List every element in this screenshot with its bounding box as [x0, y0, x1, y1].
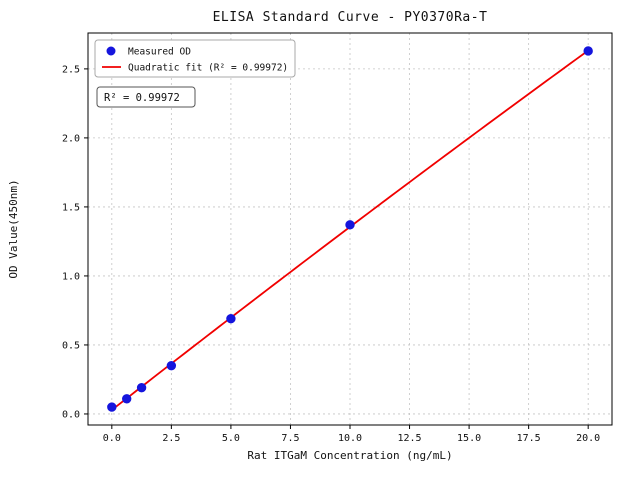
x-tick-label: 12.5: [397, 433, 421, 444]
r-squared-annotation-box: [96, 86, 196, 108]
y-tick-label: 2.5: [62, 64, 80, 75]
y-tick-label: 1.0: [62, 271, 80, 282]
data-point: [107, 402, 117, 412]
chart-title: ELISA Standard Curve - PY0370Ra-T: [213, 10, 488, 25]
x-tick-label: 17.5: [517, 433, 541, 444]
y-tick-label: 1.5: [62, 202, 80, 213]
data-point: [122, 394, 132, 404]
data-point: [136, 383, 147, 393]
legend-marker-dot-icon: [106, 46, 116, 56]
y-tick-labels: 0.0 0.5 1.0 1.5 2.0 2.5: [62, 64, 88, 420]
r-squared-annotation: R² = 0.99972: [96, 86, 196, 108]
legend: Measured OD Quadratic fit (R² = 0.99972): [94, 39, 296, 78]
x-tick-label: 5.0: [222, 433, 240, 444]
y-tick-label: 0.5: [62, 340, 80, 351]
x-tick-label: 15.0: [457, 433, 481, 444]
x-tick-label: 10.0: [338, 433, 362, 444]
x-tick-label: 0.0: [103, 433, 121, 444]
y-tick-label: 2.0: [62, 133, 80, 144]
x-tick-label: 20.0: [576, 433, 600, 444]
x-tick-label: 7.5: [281, 433, 299, 444]
data-point: [345, 220, 355, 230]
y-axis-label: OD Value(450nm): [7, 179, 20, 278]
measured-od-points: [107, 46, 593, 412]
x-axis-label: Rat ITGaM Concentration (ng/mL): [247, 449, 452, 462]
x-tick-labels: 0.0 2.5 5.0 7.5 10.0 12.5 15.0 17.5 20.0: [103, 425, 600, 444]
legend-box: [94, 39, 296, 78]
legend-label-measured-od: Measured OD: [128, 47, 191, 58]
data-point: [226, 314, 236, 324]
data-point: [166, 360, 177, 371]
y-tick-label: 0.0: [62, 409, 80, 420]
r-squared-annotation-text: R² = 0.99972: [104, 92, 180, 104]
data-point: [583, 46, 593, 56]
legend-label-quadratic-fit: Quadratic fit (R² = 0.99972): [128, 63, 288, 74]
x-tick-label: 2.5: [162, 433, 180, 444]
